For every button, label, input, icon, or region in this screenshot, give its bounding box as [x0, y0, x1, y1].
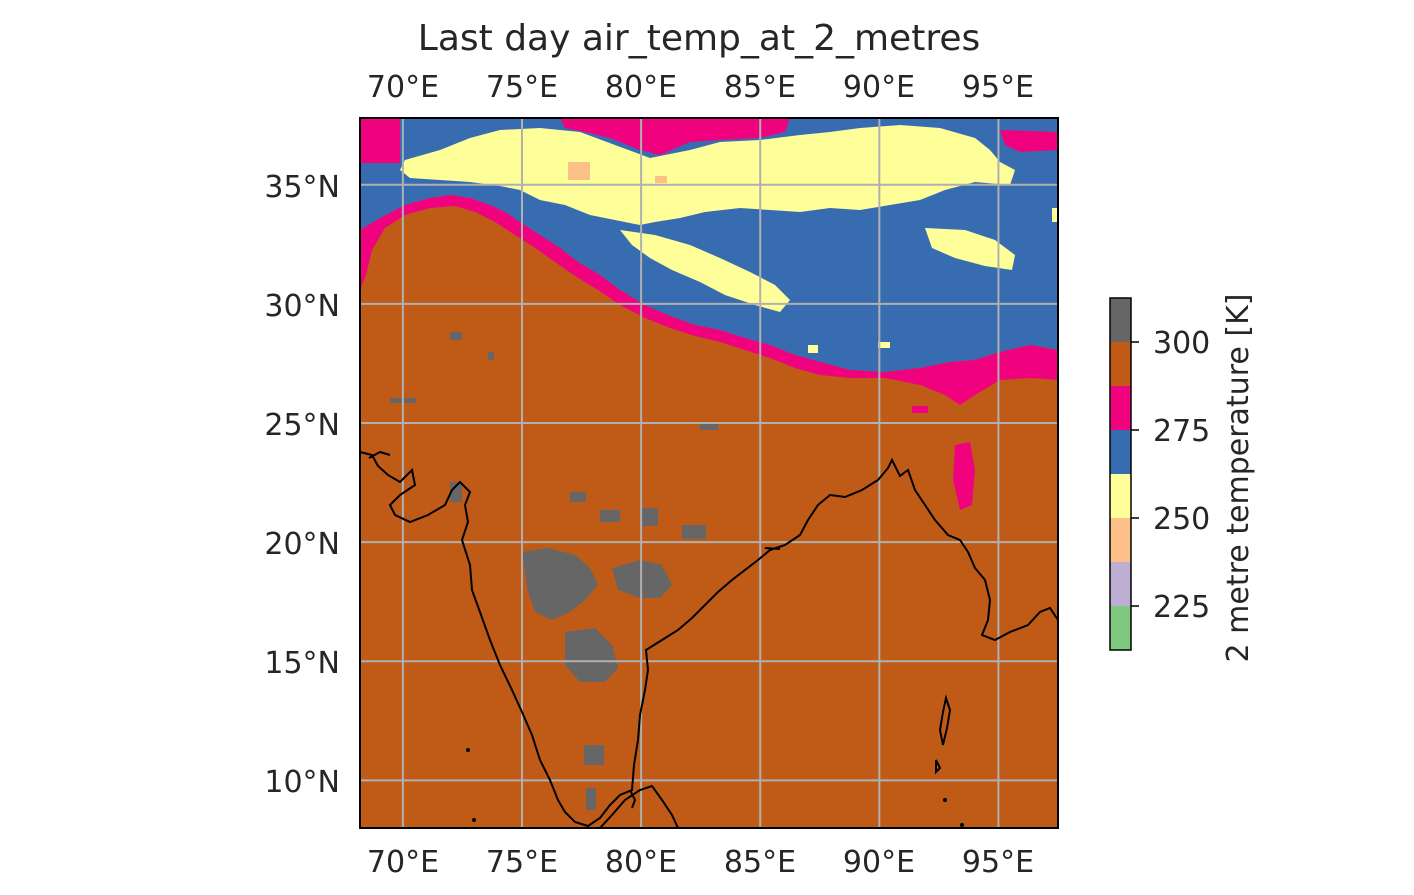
- hot-speck-10: [700, 424, 718, 430]
- lat-label: 35°N: [264, 170, 340, 205]
- lon-label-top: 85°E: [724, 70, 796, 105]
- colorbar-tick-label: 250: [1153, 502, 1210, 537]
- lon-labels-top: 70°E 75°E 80°E 85°E 90°E 95°E: [367, 70, 1034, 105]
- yellow-speck-2: [808, 345, 818, 353]
- colorbar: [1110, 298, 1131, 650]
- temperature-map: [360, 118, 1058, 828]
- lat-label: 25°N: [264, 408, 340, 443]
- peach-patch-1: [568, 162, 590, 180]
- lat-label: 10°N: [264, 765, 340, 800]
- colorbar-tick-label: 225: [1153, 590, 1210, 625]
- colorbar-bin: [1110, 430, 1131, 474]
- lon-label-top: 75°E: [486, 70, 558, 105]
- magenta-top-strip: [560, 118, 790, 155]
- coastline: [360, 450, 1058, 828]
- lon-label-bottom: 70°E: [367, 845, 439, 880]
- magenta-corner-nw: [360, 118, 400, 163]
- colorbar-tick-label: 275: [1153, 414, 1210, 449]
- lon-label-bottom: 85°E: [724, 845, 796, 880]
- plateau-yellow: [400, 125, 1015, 225]
- island-dots: [466, 748, 964, 827]
- colorbar-bin: [1110, 518, 1131, 562]
- magenta-ne-strip: [1000, 130, 1058, 152]
- lon-label-top: 70°E: [367, 70, 439, 105]
- hot-speck-9: [450, 482, 462, 502]
- colorbar-ticks: 225 250 275 300: [1131, 326, 1210, 625]
- hot-speck-5: [584, 745, 604, 765]
- hot-speck-1: [600, 510, 620, 522]
- lon-label-bottom: 75°E: [486, 845, 558, 880]
- lon-label-top: 90°E: [843, 70, 915, 105]
- yellow-speck-3: [878, 342, 890, 348]
- plateau-yellow-tongue: [620, 230, 790, 312]
- map-title: Last day air_temp_at_2_metres: [418, 18, 980, 59]
- hot-patch-deccan: [522, 548, 598, 620]
- lon-label-bottom: 95°E: [962, 845, 1034, 880]
- hot-speck-8: [450, 332, 462, 340]
- lon-label-top: 80°E: [605, 70, 677, 105]
- hot-speck-6: [586, 788, 596, 810]
- peach-patch-2: [655, 176, 667, 183]
- colorbar-bin: [1110, 474, 1131, 518]
- hot-speck-2: [640, 508, 658, 526]
- hot-speck-4: [682, 525, 706, 539]
- lat-label: 30°N: [264, 289, 340, 324]
- hot-speck-3: [570, 492, 586, 502]
- lat-label: 20°N: [264, 527, 340, 562]
- cool-rim-magenta: [360, 195, 1058, 405]
- lat-label: 15°N: [264, 646, 340, 681]
- map-frame: [359, 117, 1059, 829]
- lat-labels: 10°N 15°N 20°N 25°N 30°N 35°N: [264, 170, 340, 800]
- colorbar-frame: [1109, 297, 1132, 651]
- magenta-dot: [912, 406, 928, 413]
- yellow-speck-1: [1052, 208, 1058, 222]
- colorbar-label: 2 metre temperature [K]: [1221, 294, 1256, 663]
- lon-label-bottom: 90°E: [843, 845, 915, 880]
- hot-patch-south: [565, 628, 618, 682]
- colorbar-bin: [1110, 386, 1131, 430]
- lon-label-top: 95°E: [962, 70, 1034, 105]
- colorbar-bin: [1110, 298, 1131, 342]
- colorbar-tick-label: 300: [1153, 326, 1210, 361]
- colorbar-bin: [1110, 606, 1131, 650]
- colorbar-bin: [1110, 562, 1131, 606]
- lon-labels-bottom: 70°E 75°E 80°E 85°E 90°E 95°E: [367, 845, 1034, 880]
- lon-label-bottom: 80°E: [605, 845, 677, 880]
- plateau-yellow-east: [925, 228, 1015, 270]
- hot-speck-11: [488, 352, 494, 360]
- magenta-east-patch: [953, 442, 975, 510]
- colorbar-bin: [1110, 342, 1131, 386]
